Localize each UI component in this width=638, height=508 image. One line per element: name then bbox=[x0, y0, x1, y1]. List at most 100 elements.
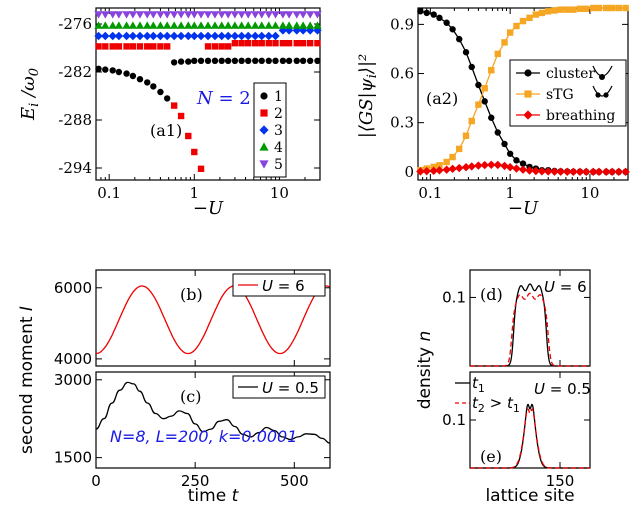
x-tick-label: 0.1 bbox=[418, 184, 442, 202]
y-tick-label: 1500 bbox=[54, 449, 92, 467]
a1-point-series-4 bbox=[203, 21, 213, 29]
a1-point-series-4 bbox=[176, 21, 186, 29]
a1-ticks: 0.1 1 10 -294 -288 -282 -276 bbox=[58, 8, 321, 202]
x-tick-label: 0 bbox=[91, 472, 101, 490]
a1-legend-marker-2 bbox=[260, 109, 268, 117]
a2-point-sTG bbox=[583, 5, 590, 13]
a1-point-series-3 bbox=[122, 31, 131, 41]
a1-point-series-4 bbox=[223, 21, 233, 29]
a1-point-series-1 bbox=[185, 58, 192, 65]
a1-point-series-3 bbox=[210, 31, 220, 41]
a1-point-series-5 bbox=[176, 11, 186, 19]
a1-point-series-5 bbox=[101, 11, 110, 19]
e-marks bbox=[470, 403, 590, 469]
a2-point-cluster bbox=[488, 114, 495, 121]
a1-point-series-2 bbox=[272, 40, 279, 47]
a1-point-series-1 bbox=[109, 67, 116, 74]
a2-point-sTG bbox=[494, 50, 501, 58]
a2-point-breathing bbox=[416, 167, 425, 176]
a1-point-series-3 bbox=[257, 31, 266, 41]
a1-legend-marker-4 bbox=[259, 142, 269, 151]
a1-point-series-4 bbox=[149, 21, 158, 29]
b-panel-label: (b) bbox=[180, 285, 203, 304]
a1-ylabel: Ei /ω0 bbox=[18, 68, 42, 121]
a1-panel-label: (a1) bbox=[150, 121, 182, 140]
y-tick-label: -288 bbox=[58, 111, 92, 129]
a1-point-series-3 bbox=[203, 31, 213, 41]
a2-point-sTG bbox=[551, 7, 558, 14]
a2-point-sTG bbox=[538, 9, 546, 17]
x-tick-label: 10 bbox=[270, 184, 289, 202]
a1-point-series-1 bbox=[293, 57, 300, 64]
a1-point-series-2 bbox=[191, 148, 198, 156]
a2-point-cluster bbox=[436, 14, 443, 22]
a2-legend-marker-breathing bbox=[523, 110, 533, 120]
a2-point-cluster bbox=[481, 98, 488, 105]
a1-point-series-2 bbox=[314, 40, 321, 47]
a2-point-sTG bbox=[488, 67, 495, 74]
a1-point-series-2 bbox=[211, 43, 219, 50]
a1-point-series-1 bbox=[272, 57, 279, 64]
a2-point-breathing bbox=[455, 163, 464, 173]
c-legend-label: U = 0.5 bbox=[262, 379, 319, 397]
a1-point-series-1 bbox=[144, 79, 151, 86]
a2-point-sTG bbox=[468, 117, 475, 125]
a2-point-breathing bbox=[607, 167, 617, 177]
a2-point-breathing bbox=[435, 166, 444, 175]
y-tick-label: 0.1 bbox=[442, 288, 466, 306]
a2-point-cluster bbox=[417, 8, 424, 15]
a1-point-series-3 bbox=[149, 31, 158, 41]
a1-point-series-2 bbox=[258, 40, 265, 47]
a2-point-cluster bbox=[430, 11, 437, 18]
a1-point-series-1 bbox=[129, 72, 137, 80]
a1-point-series-2 bbox=[144, 43, 151, 50]
y-tick-label: 3000 bbox=[54, 371, 92, 389]
a2-point-breathing bbox=[500, 161, 509, 171]
a1-point-series-3 bbox=[143, 31, 152, 41]
a1-point-series-4 bbox=[184, 21, 193, 29]
a2-point-sTG bbox=[506, 29, 514, 36]
a2-axes-frame bbox=[417, 7, 629, 181]
y-tick-label: 0.1 bbox=[442, 411, 466, 429]
a1-axes-frame bbox=[95, 7, 321, 181]
a1-point-series-3 bbox=[184, 31, 193, 41]
a1-point-series-5 bbox=[128, 11, 138, 19]
c-legend: U = 0.5 bbox=[232, 375, 326, 399]
a1-point-series-1 bbox=[279, 57, 287, 64]
a1-point-series-3 bbox=[237, 31, 246, 41]
a2-point-sTG bbox=[475, 101, 482, 108]
d-annotation: U = 6 bbox=[544, 278, 587, 296]
a1-point-series-5 bbox=[251, 11, 260, 19]
a1-point-series-4 bbox=[217, 21, 226, 29]
a1-point-series-2 bbox=[231, 40, 239, 47]
a1-point-series-4 bbox=[264, 21, 273, 29]
a1-point-series-2 bbox=[265, 40, 272, 47]
a2-point-cluster bbox=[449, 26, 456, 33]
a2-point-sTG bbox=[513, 22, 520, 30]
a1-point-series-3 bbox=[108, 31, 117, 41]
a2-point-sTG bbox=[532, 11, 540, 18]
a1-point-series-1 bbox=[211, 57, 219, 64]
a1-point-series-5 bbox=[271, 11, 280, 19]
a2-point-sTG bbox=[576, 5, 584, 13]
a1-legend-marker-3 bbox=[259, 125, 269, 135]
panel-c: 0 250 500 1500 3000 (c) U = 0.5 N=8, L=200, … bbox=[17, 306, 331, 506]
a2-point-cluster bbox=[494, 129, 501, 136]
e-legend-label-t2: t2 > t1 bbox=[472, 394, 520, 415]
a1-point-series-5 bbox=[190, 11, 199, 19]
x-tick-label: 1 bbox=[505, 184, 515, 202]
a1-point-series-4 bbox=[190, 21, 199, 29]
a1-point-series-4 bbox=[230, 21, 240, 29]
a2-point-sTG bbox=[557, 6, 564, 13]
e-xlabel: lattice site bbox=[485, 486, 574, 506]
a1-point-series-1 bbox=[150, 83, 157, 90]
a1-point-series-5 bbox=[156, 11, 165, 19]
a2-point-sTG bbox=[590, 4, 597, 12]
a2-point-cluster bbox=[501, 140, 508, 148]
a1-point-series-2 bbox=[224, 43, 232, 50]
a1-point-series-5 bbox=[313, 11, 322, 19]
b-marks bbox=[95, 285, 330, 355]
a2-xlabel: −U bbox=[508, 198, 539, 219]
c-axes-frame bbox=[95, 371, 331, 469]
c-line-U05 bbox=[95, 381, 331, 444]
